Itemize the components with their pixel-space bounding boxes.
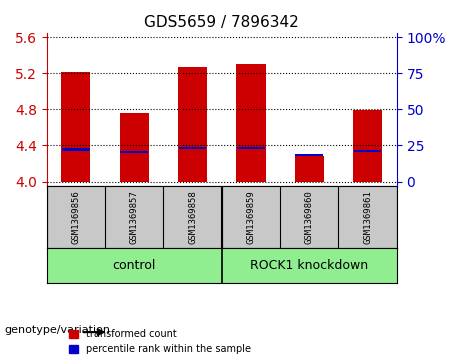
Legend: transformed count, percentile rank within the sample: transformed count, percentile rank withi… (65, 326, 255, 358)
Bar (62, 148, 90, 151)
Bar (179, 147, 207, 149)
Text: GSM1369857: GSM1369857 (130, 190, 139, 244)
Bar (236, 64, 266, 182)
Text: genotype/variation: genotype/variation (5, 325, 111, 335)
Text: GSM1369859: GSM1369859 (247, 190, 255, 244)
Bar (295, 156, 324, 182)
Bar (296, 154, 323, 156)
Title: GDS5659 / 7896342: GDS5659 / 7896342 (144, 15, 299, 30)
Bar (354, 150, 381, 152)
Bar (61, 72, 90, 182)
Text: GSM1369858: GSM1369858 (188, 190, 197, 244)
Text: GSM1369856: GSM1369856 (71, 190, 80, 244)
Text: ROCK1 knockdown: ROCK1 knockdown (250, 258, 368, 272)
Bar (178, 67, 207, 182)
Text: control: control (112, 258, 156, 272)
Text: GSM1369860: GSM1369860 (305, 190, 314, 244)
Bar (353, 110, 382, 182)
Bar (237, 147, 265, 149)
Text: GSM1369861: GSM1369861 (363, 190, 372, 244)
Bar (120, 113, 149, 182)
Bar (120, 151, 148, 153)
